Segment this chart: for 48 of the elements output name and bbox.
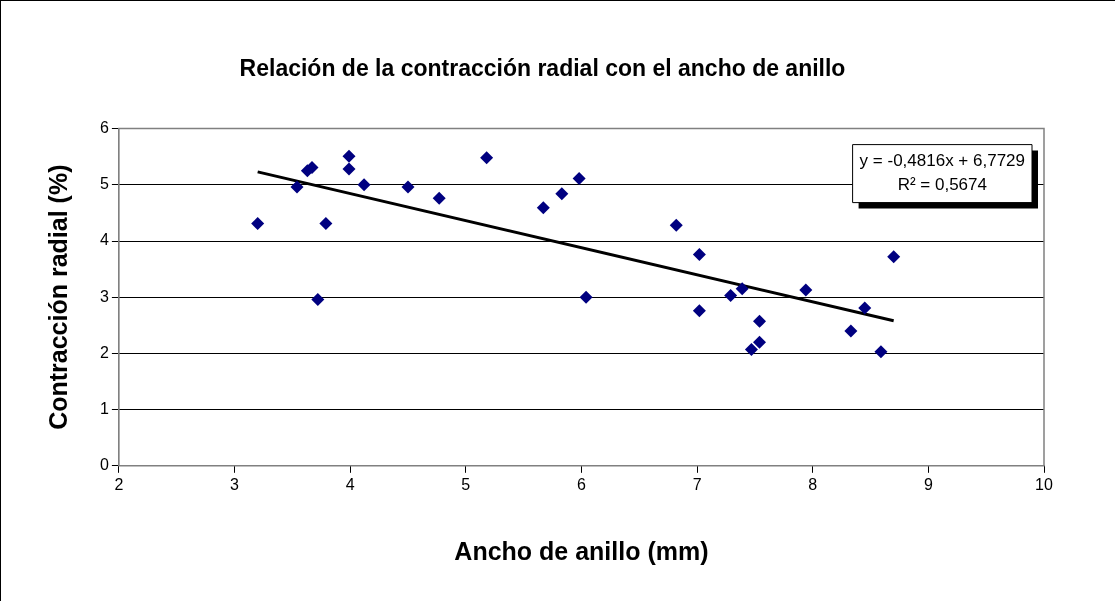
point xyxy=(744,342,758,356)
point xyxy=(753,314,767,328)
point xyxy=(342,149,356,163)
y-tick-label: 4 xyxy=(99,231,109,249)
chart-title: Relación de la contracción radial con el ancho de anillo xyxy=(239,55,846,82)
point xyxy=(579,290,593,304)
point xyxy=(692,247,706,261)
point xyxy=(724,289,738,303)
point xyxy=(799,283,813,297)
point xyxy=(401,180,415,194)
y-tick-label: 1 xyxy=(99,400,109,418)
point xyxy=(858,301,872,315)
point xyxy=(251,217,265,231)
x-tick-label: 8 xyxy=(808,475,818,493)
point xyxy=(290,180,304,194)
annotation: y = -0,4816x + 6,7729 xyxy=(859,151,1025,171)
x-tick-label: 2 xyxy=(114,475,124,493)
point xyxy=(555,187,569,201)
point xyxy=(753,335,767,349)
point xyxy=(692,304,706,318)
point xyxy=(887,250,901,264)
point xyxy=(874,345,888,359)
y-tick-label: 0 xyxy=(99,456,109,474)
annotation: R² = 0,5674 xyxy=(897,175,987,195)
y-axis-title: Contracción radial (%) xyxy=(43,164,72,430)
point xyxy=(572,172,586,186)
x-tick-label: 6 xyxy=(577,475,586,493)
y-tick-label: 3 xyxy=(99,287,109,305)
x-tick-label: 7 xyxy=(692,475,702,493)
x-tick-label: 9 xyxy=(923,475,933,493)
y-tick-label: 5 xyxy=(99,175,109,193)
x-tick-label: 4 xyxy=(345,475,355,493)
point xyxy=(311,292,325,306)
point xyxy=(319,217,333,231)
x-tick-label: 5 xyxy=(461,475,471,493)
point xyxy=(536,201,550,215)
x-tick-label: 3 xyxy=(230,475,240,493)
point xyxy=(432,191,446,205)
point xyxy=(735,282,749,296)
point xyxy=(480,151,494,165)
x-axis-title: Ancho de anillo (mm) xyxy=(454,536,709,565)
y-tick-label: 6 xyxy=(99,119,109,137)
point xyxy=(342,162,356,176)
point xyxy=(669,218,683,232)
point xyxy=(357,178,371,192)
y-tick-label: 2 xyxy=(99,343,109,361)
x-tick-label: 10 xyxy=(1035,475,1053,493)
point xyxy=(844,324,858,338)
